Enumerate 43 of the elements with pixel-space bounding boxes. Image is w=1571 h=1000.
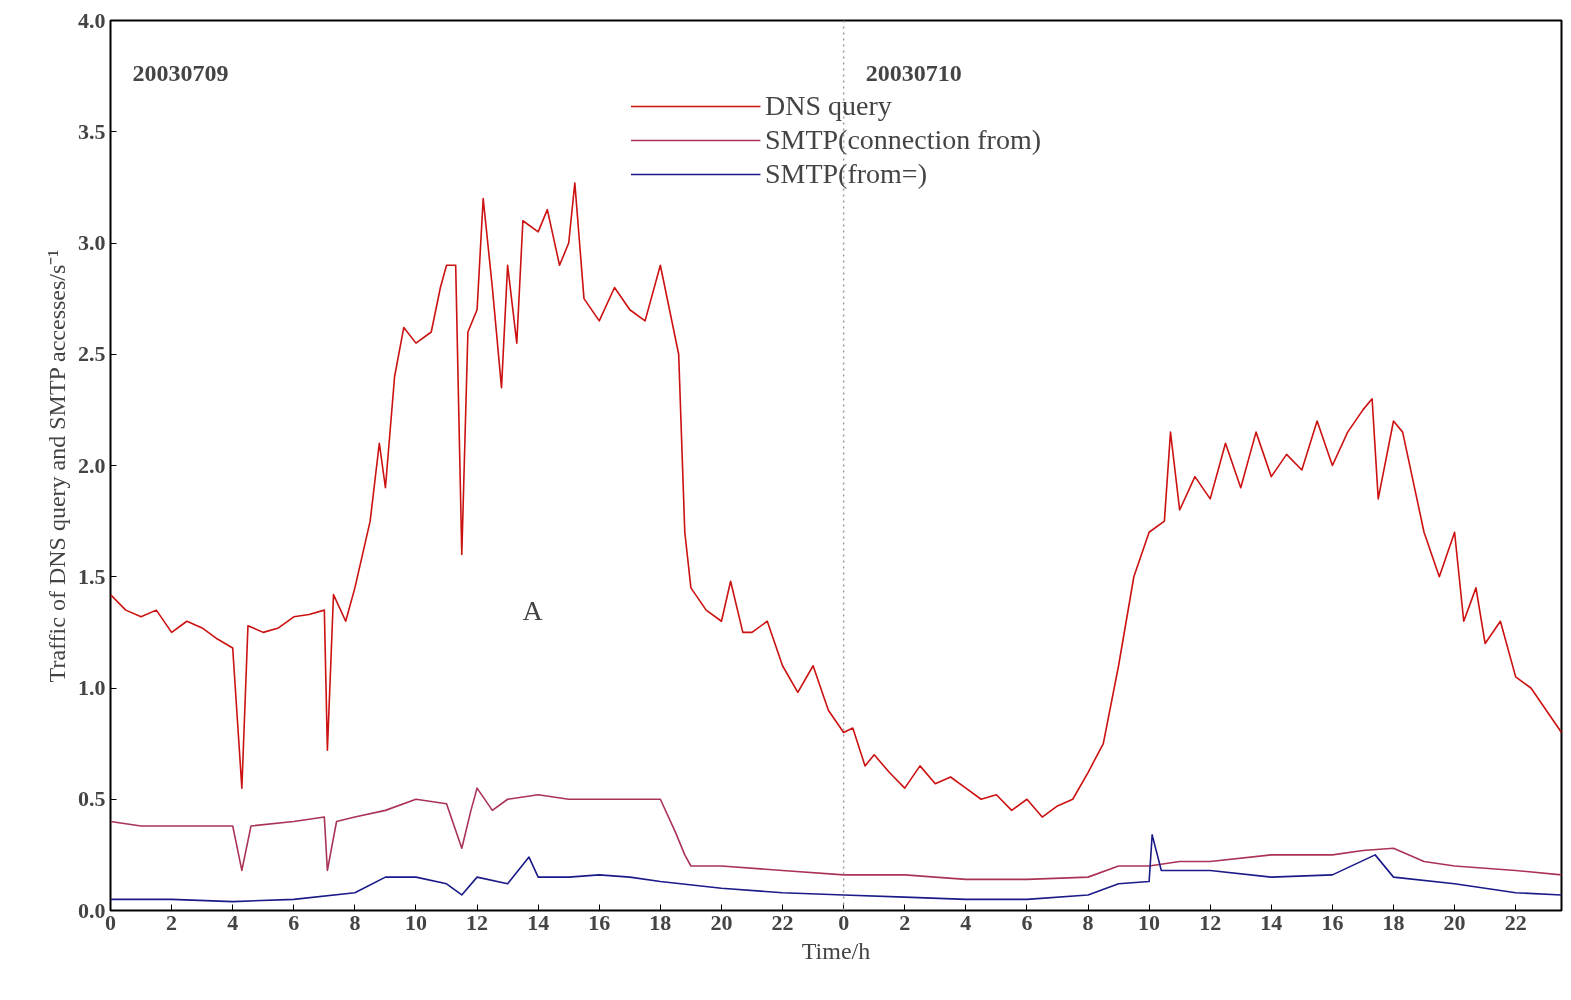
y-axis-title: Traffic of DNS query and SMTP accesses/s⁻¹ (44, 249, 70, 683)
x-tick-label: 6 (288, 909, 300, 935)
x-tick-label: 14 (1260, 909, 1283, 935)
x-tick-label: 22 (771, 909, 794, 935)
x-tick-label: 6 (1021, 909, 1033, 935)
x-tick-label: 4 (227, 909, 239, 935)
x-tick-label: 14 (527, 909, 550, 935)
legend-label: SMTP(connection from) (764, 124, 1042, 156)
y-tick-label: 2.0 (78, 452, 106, 478)
x-tick-label: 10 (404, 909, 427, 935)
y-tick-label: 0.5 (78, 786, 106, 812)
x-tick-label: 12 (466, 909, 489, 935)
x-tick-label: 18 (1382, 909, 1405, 935)
line-series (110, 787, 1562, 881)
x-tick-label: 2 (166, 909, 178, 935)
legend-label: DNS query (764, 90, 892, 122)
x-tick-label: 12 (1199, 909, 1222, 935)
x-tick-label: 8 (349, 909, 361, 935)
y-tick-label: 1.5 (78, 563, 106, 589)
x-tick-label: 4 (960, 909, 972, 935)
x-tick-label: 0 (838, 909, 850, 935)
x-tick-label: 10 (1138, 909, 1161, 935)
line-series (110, 834, 1562, 903)
y-tick-label: 1.0 (78, 675, 106, 700)
x-axis-title: Time/h (801, 937, 871, 964)
annotation: A (522, 594, 544, 626)
x-tick-label: 2 (899, 909, 911, 935)
x-tick-label: 22 (1504, 909, 1527, 935)
x-tick-label: 16 (1321, 909, 1344, 935)
x-tick-label: 0 (105, 909, 116, 935)
y-tick-label: 2.5 (78, 341, 106, 367)
x-tick-label: 20 (710, 909, 733, 935)
x-tick-label: 20 (1443, 909, 1466, 935)
y-tick-label: 0.0 (78, 897, 106, 923)
y-tick-label: 3.5 (78, 118, 106, 144)
x-tick-label: 16 (588, 909, 611, 935)
y-tick-label: 4.0 (78, 7, 106, 33)
x-tick-label: 18 (649, 909, 672, 935)
annotation: 20030709 (132, 59, 229, 86)
x-tick-label: 8 (1082, 909, 1094, 935)
ref-line-label: 20030710 (865, 59, 962, 86)
y-tick-label: 3.0 (78, 230, 106, 255)
legend-label: SMTP(from=) (764, 158, 927, 190)
